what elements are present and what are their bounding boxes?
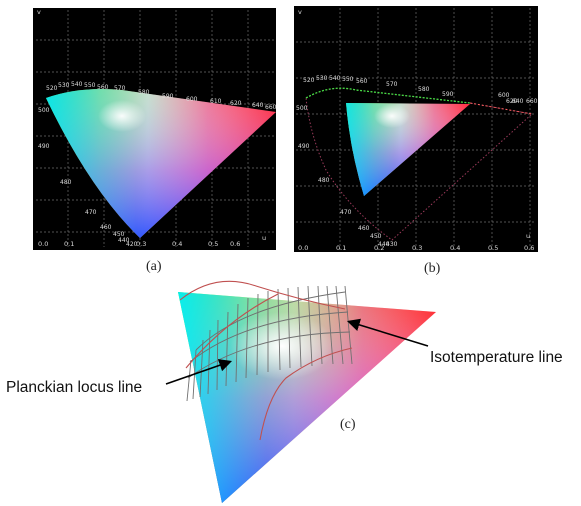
wl-label: 620 bbox=[506, 98, 518, 105]
planckian-arrow bbox=[165, 359, 233, 385]
wl-label: 570 bbox=[386, 81, 398, 88]
wl-label: 500 bbox=[38, 107, 50, 114]
panel-a-x-tick: 0.3 bbox=[136, 240, 146, 248]
panel-b-x-axis-name: u bbox=[526, 232, 530, 240]
wl-label: 560 bbox=[356, 78, 368, 85]
wl-label: 590 bbox=[162, 93, 174, 100]
panel-c: Isotemperature line Planckian locus line… bbox=[6, 280, 563, 503]
wl-label: 590 bbox=[442, 91, 454, 98]
wl-label: 450 bbox=[113, 231, 125, 238]
wl-label: 480 bbox=[60, 179, 72, 186]
wl-label: 660 bbox=[265, 104, 277, 111]
wl-label: 580 bbox=[418, 86, 430, 93]
wl-label: 550 bbox=[84, 82, 96, 89]
wl-label: 550 bbox=[342, 76, 354, 83]
panel-a-tick-labels: v 0.0 0.1 0.3 0.4 0.5 0.6 u bbox=[37, 8, 266, 248]
isotemperature-arrow bbox=[346, 318, 429, 347]
panel-a-y-axis-name: v bbox=[37, 8, 41, 16]
panel-b-x-tick: 0.4 bbox=[450, 244, 460, 252]
wl-label: 470 bbox=[85, 209, 97, 216]
panel-b-wavelength-labels: 520 530 540 550 560 570 580 590 600 620 … bbox=[296, 75, 538, 248]
wl-label: 440 bbox=[118, 237, 130, 244]
panel-b-tick-labels: v 0.0 0.1 0.2 0.3 0.4 0.5 0.6 u bbox=[298, 8, 534, 252]
panel-a-x-tick: 0.0 bbox=[38, 240, 48, 248]
planckian-label: Planckian locus line bbox=[6, 379, 142, 396]
isotemperature-lines bbox=[186, 285, 353, 402]
panel-a-label: (a) bbox=[146, 259, 162, 274]
panel-a-x-axis-name: u bbox=[262, 234, 266, 242]
panel-b: v 0.0 0.1 0.2 0.3 0.4 0.5 0.6 u 520 530 … bbox=[294, 6, 538, 276]
wl-label: 600 bbox=[498, 92, 510, 99]
wl-label: 490 bbox=[298, 143, 310, 150]
panel-a-x-tick: 0.5 bbox=[208, 240, 218, 248]
wl-label: 620 bbox=[230, 100, 242, 107]
wl-label: 660 bbox=[526, 98, 538, 105]
wl-label: 460 bbox=[358, 225, 370, 232]
panel-c-gamut bbox=[178, 292, 436, 503]
panel-b-x-tick: 0.0 bbox=[298, 244, 308, 252]
wl-label: 420 bbox=[126, 241, 138, 248]
wl-label: 580 bbox=[138, 89, 150, 96]
panel-a-x-tick: 0.1 bbox=[64, 240, 74, 248]
panel-a-x-tick: 0.6 bbox=[230, 240, 240, 248]
wl-label: 530 bbox=[58, 82, 70, 89]
wl-label: 560 bbox=[97, 84, 109, 91]
panel-b-x-tick: 0.5 bbox=[488, 244, 498, 252]
wl-label: 640 bbox=[512, 98, 524, 105]
wl-label: 600 bbox=[186, 96, 198, 103]
wl-label: 490 bbox=[38, 143, 50, 150]
wl-label: 640 bbox=[252, 102, 264, 109]
wl-label: 430 bbox=[386, 241, 398, 248]
wl-label: 500 bbox=[296, 105, 308, 112]
wl-label: 450 bbox=[370, 233, 382, 240]
panel-c-label: (c) bbox=[340, 417, 356, 432]
panel-b-x-tick: 0.6 bbox=[524, 244, 534, 252]
wl-label: 530 bbox=[316, 75, 328, 82]
panel-b-label: (b) bbox=[424, 261, 441, 276]
planckian-locus bbox=[179, 280, 353, 441]
wl-label: 520 bbox=[46, 85, 58, 92]
panel-a-wavelength-labels: 520 530 540 550 560 570 580 590 600 610 … bbox=[38, 81, 277, 248]
panel-b-y-axis-name: v bbox=[298, 8, 302, 16]
wl-label: 540 bbox=[71, 81, 83, 88]
wl-label: 480 bbox=[318, 177, 330, 184]
panel-a-x-tick: 0.4 bbox=[172, 240, 182, 248]
wl-label: 610 bbox=[210, 98, 222, 105]
wl-label: 570 bbox=[114, 85, 126, 92]
isotemperature-label: Isotemperature line bbox=[430, 349, 563, 366]
wl-label: 540 bbox=[329, 75, 341, 82]
panel-b-x-tick: 0.2 bbox=[374, 244, 384, 252]
panel-b-x-tick: 0.3 bbox=[412, 244, 422, 252]
wl-label: 470 bbox=[340, 209, 352, 216]
panel-a: v 0.0 0.1 0.3 0.4 0.5 0.6 u 520 530 540 … bbox=[33, 8, 277, 274]
panel-b-x-tick: 0.1 bbox=[336, 244, 346, 252]
wl-label: 460 bbox=[100, 224, 112, 231]
wl-label: 440 bbox=[378, 241, 390, 248]
wl-label: 520 bbox=[303, 77, 315, 84]
